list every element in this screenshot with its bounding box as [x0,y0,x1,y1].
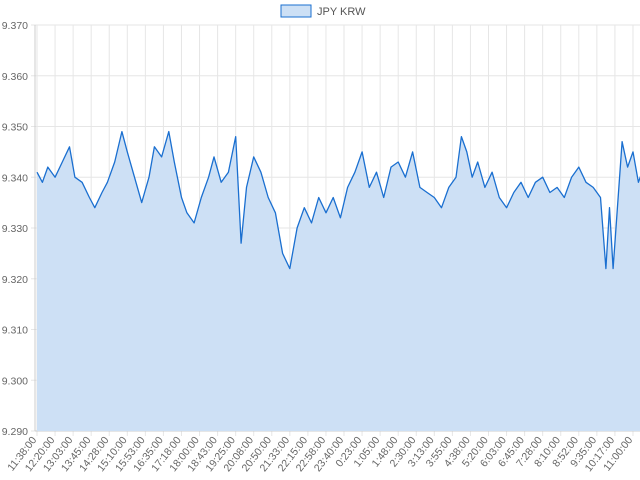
x-axis: 11:38:0012:20:0013:03:0013:45:0014:28:00… [5,434,635,474]
y-axis: 9.370 9.360 9.350 9.340 9.330 9.320 9.310 9.300… [2,20,28,438]
y-tick-label: 9.360 [2,71,28,83]
y-tick-label: 9.300 [2,375,28,387]
y-tick-label: 9.330 [2,223,28,235]
series-area [37,131,640,431]
y-tick-label: 9.350 [2,122,28,134]
legend-label: JPY KRW [317,6,366,18]
y-tick-label: 9.340 [2,172,28,184]
series-layer [36,35,640,431]
y-tick-label: 9.310 [2,325,28,337]
y-tick-label: 9.290 [2,426,28,438]
legend[interactable]: JPY KRW [280,4,366,18]
legend-swatch [280,4,312,18]
series-line[interactable] [36,35,640,390]
y-tick-label: 9.320 [2,274,28,286]
y-tick-label: 9.370 [2,20,28,32]
